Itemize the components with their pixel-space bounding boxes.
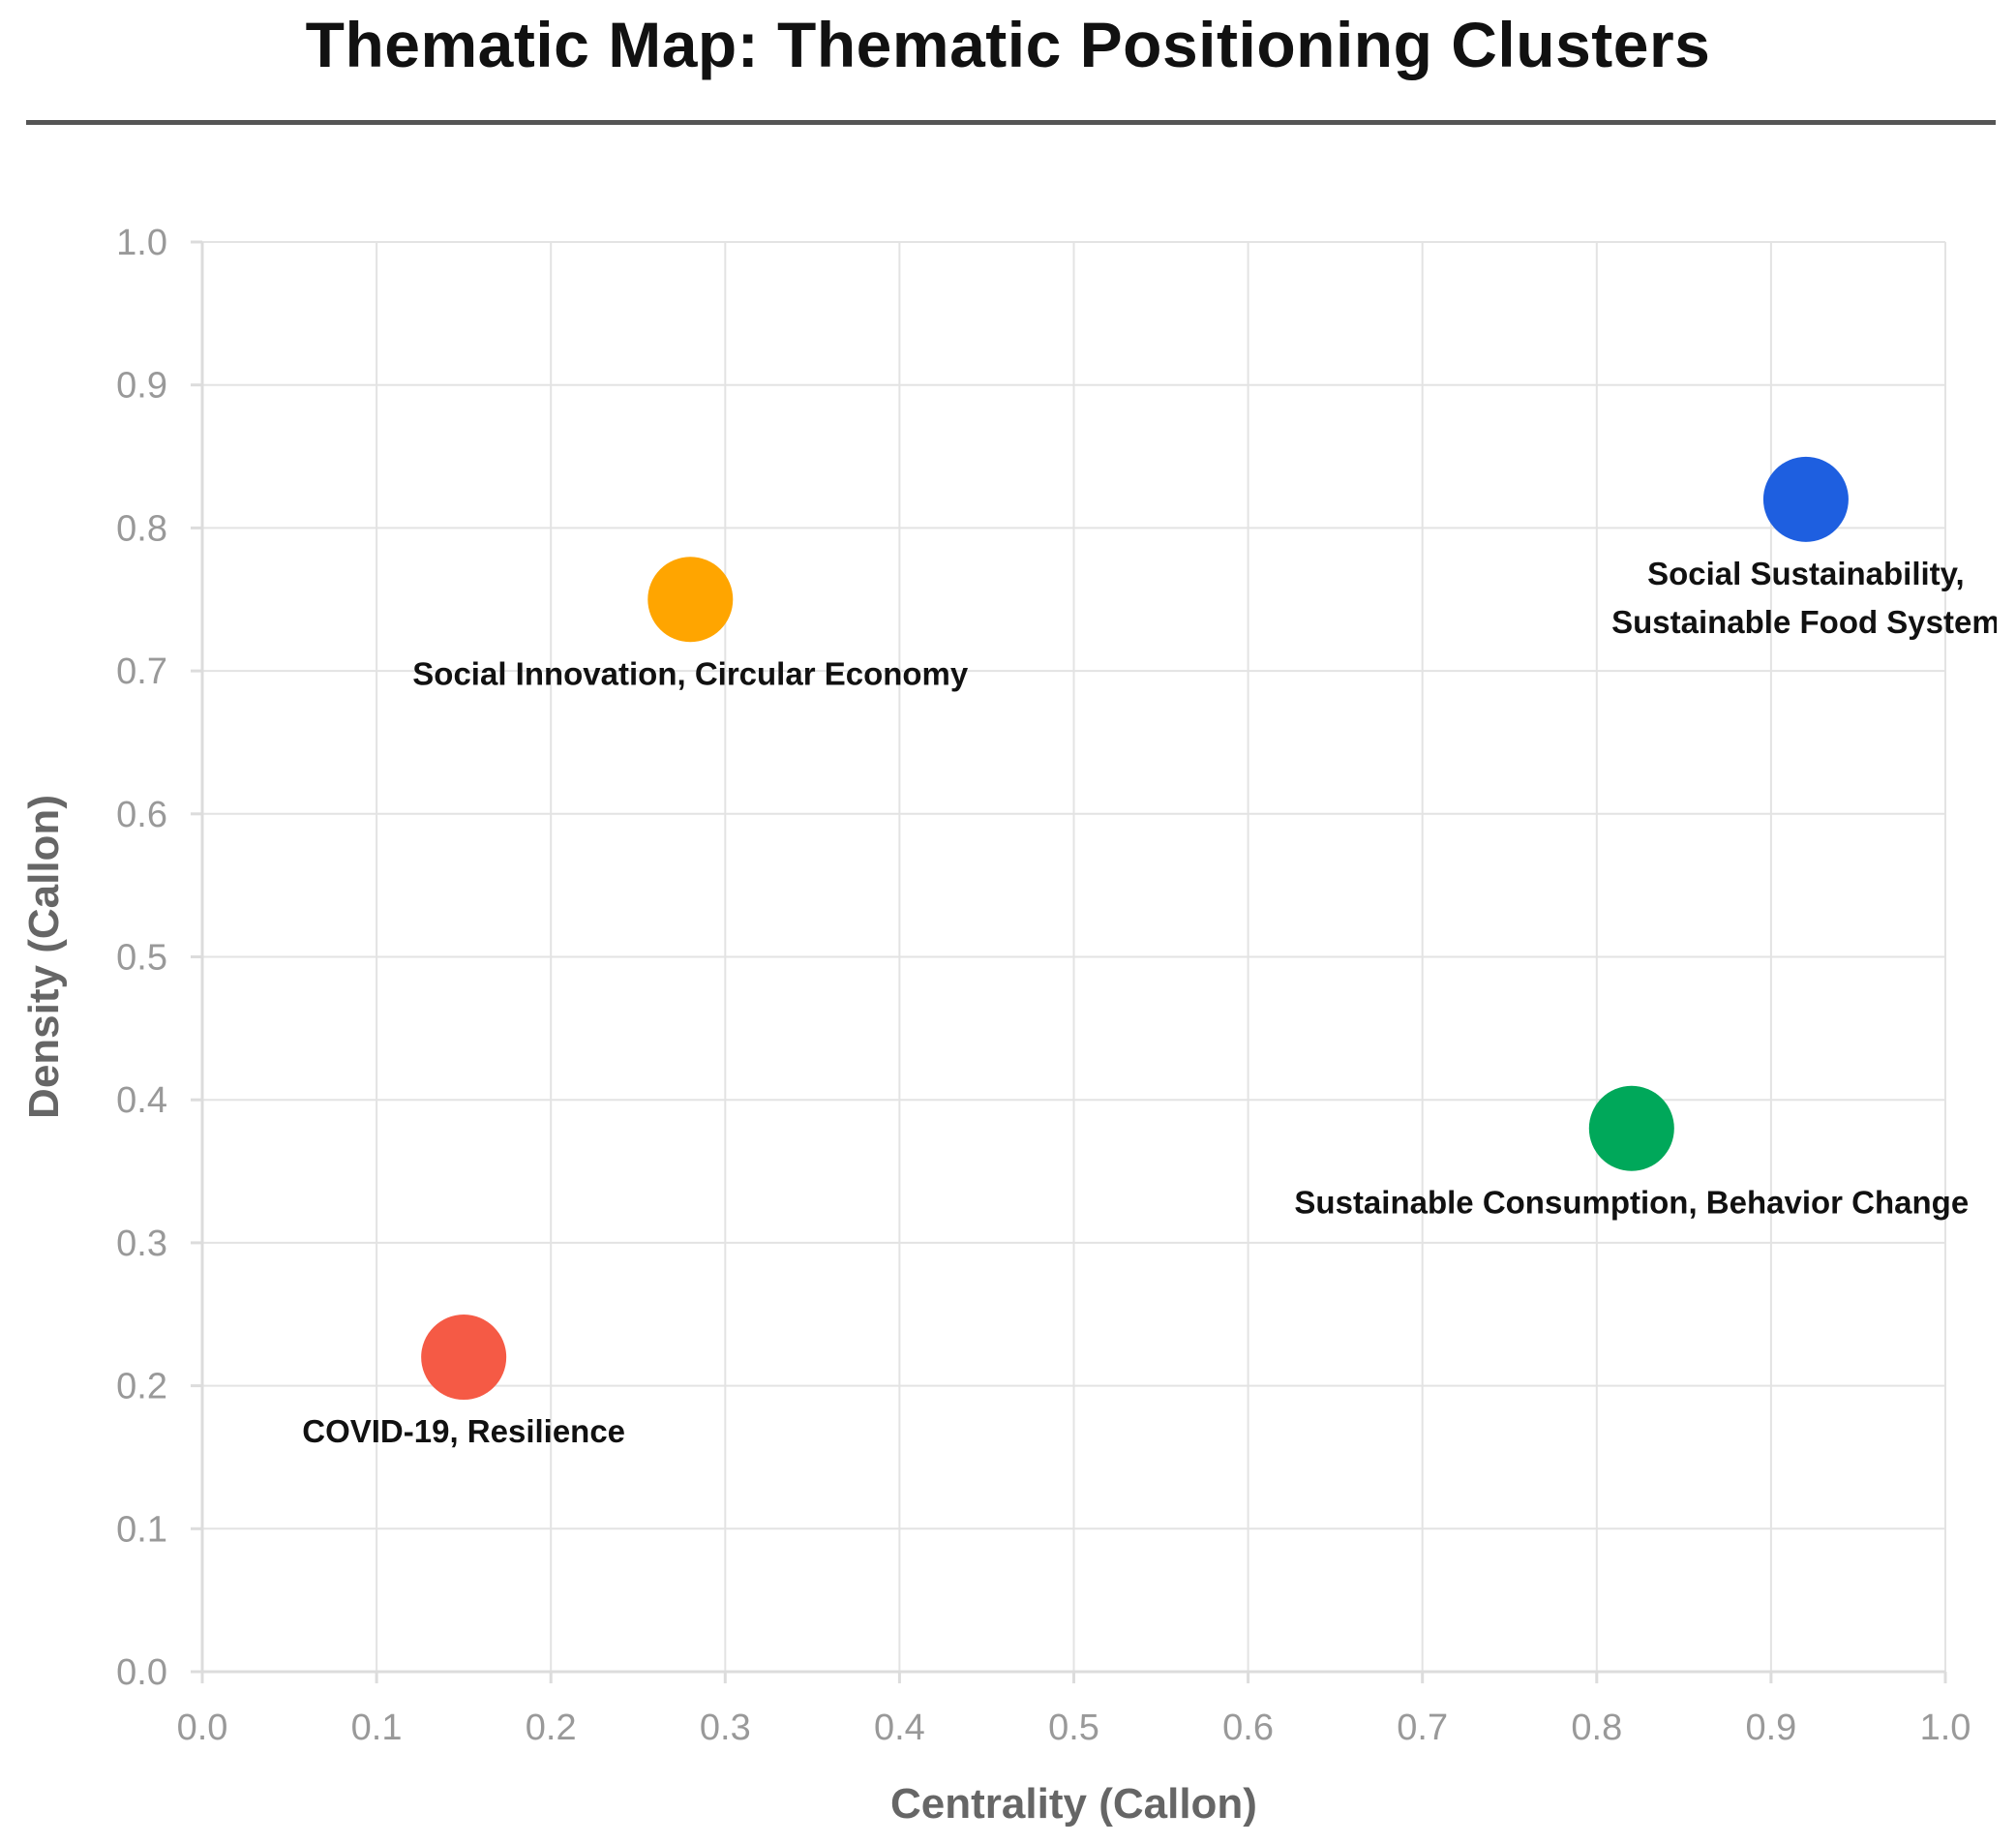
- y-tick-label: 0.6: [116, 795, 167, 835]
- axes: [191, 240, 1947, 1683]
- grid: [202, 241, 1946, 1672]
- tick-labels: 0.0 0.1 0.2 0.3 0.4 0.5 0.6 0.7 0.8 0.9 1.0 0.0 0.1 0…: [116, 223, 1971, 1748]
- x-tick-label: 0.3: [700, 1708, 751, 1748]
- x-tick-label: 0.5: [1048, 1708, 1099, 1748]
- x-tick-label: 0.2: [526, 1708, 577, 1748]
- data-point[interactable]: [1762, 456, 1849, 542]
- x-axis-title: Centrality (Callon): [890, 1780, 1257, 1828]
- y-tick-label: 0.9: [116, 366, 167, 407]
- chart-title: Thematic Map: Thematic Positioning Clust…: [305, 9, 1711, 80]
- data-points: Social Innovation, Circular Economy Socia…: [302, 456, 2001, 1449]
- y-tick-label: 1.0: [116, 223, 167, 263]
- y-tick-label: 0.3: [116, 1224, 167, 1264]
- data-point[interactable]: [647, 557, 734, 643]
- y-tick-label: 0.0: [116, 1652, 167, 1693]
- x-tick-label: 0.7: [1397, 1708, 1448, 1748]
- y-tick-label: 0.7: [116, 651, 167, 692]
- x-tick-label: 0.9: [1745, 1708, 1796, 1748]
- x-tick-label: 0.0: [177, 1708, 228, 1748]
- x-tick-label: 0.1: [351, 1708, 403, 1748]
- x-tick-label: 0.8: [1571, 1708, 1622, 1748]
- y-tick-label: 0.1: [116, 1509, 167, 1550]
- data-point[interactable]: [421, 1315, 507, 1401]
- point-label: Sustainable Consumption, Behavior Change: [1294, 1185, 1969, 1221]
- y-tick-label: 0.8: [116, 508, 167, 549]
- data-point[interactable]: [1588, 1085, 1674, 1171]
- x-tick-label: 0.4: [874, 1708, 925, 1748]
- y-axis-title: Density (Callon): [20, 795, 68, 1119]
- y-tick-label: 0.5: [116, 938, 167, 979]
- point-label: COVID-19, Resilience: [302, 1413, 625, 1449]
- y-tick-label: 0.4: [116, 1080, 167, 1121]
- y-tick-label: 0.2: [116, 1367, 167, 1407]
- point-label: Social Innovation, Circular Economy: [412, 655, 969, 691]
- point-label: Social Sustainability, Sustainable Food S…: [1611, 556, 2001, 640]
- x-tick-label: 0.6: [1222, 1708, 1274, 1748]
- title-divider: [26, 120, 1996, 125]
- x-tick-label: 1.0: [1920, 1708, 1971, 1748]
